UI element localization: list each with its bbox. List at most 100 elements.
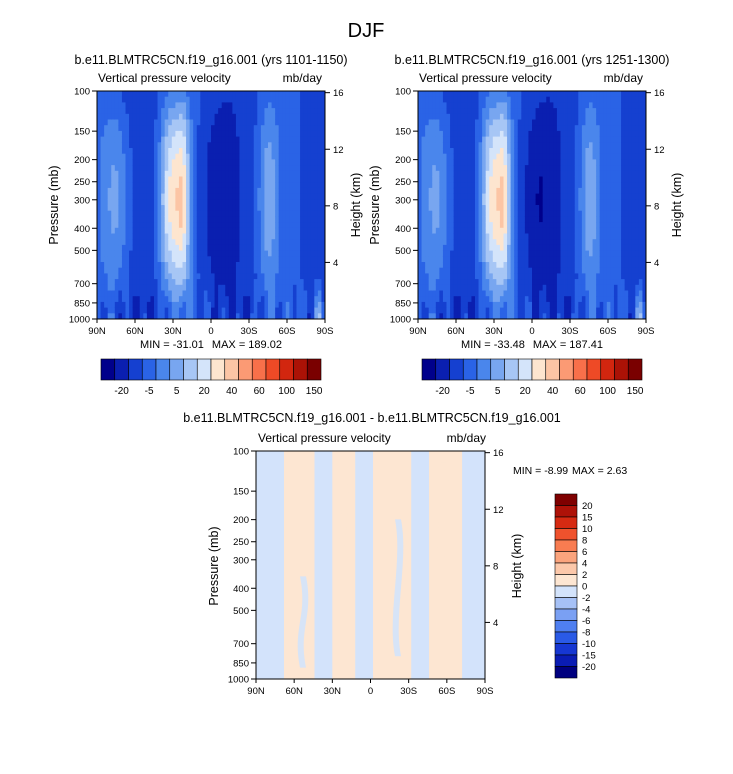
field-cell [571,159,576,166]
field-cell [428,182,433,189]
field-cell [517,256,522,263]
field-cell [111,284,116,291]
field-cell [524,210,529,217]
field-cell [100,182,105,189]
field-cell [278,296,283,303]
field-cell [139,102,144,109]
field-cell [150,273,155,280]
field-cell [239,244,244,251]
field-cell [257,273,262,280]
field-cell [292,222,297,229]
field-cell [485,267,490,274]
field-cell [118,102,123,109]
field-cell [235,301,240,308]
field-cell [553,284,558,291]
field-cell [574,148,579,155]
field-cell [475,148,479,155]
field-cell [428,91,433,98]
field-cell [97,262,101,269]
field-cell [168,91,173,98]
field-cell [603,216,608,223]
field-cell [157,108,162,115]
field-cell [164,91,169,98]
field-cell [211,284,215,291]
field-cell [574,307,579,314]
field-cell [104,273,109,280]
panel-left-colorbar: -20 -5 5 20 40 60 100 150 [100,358,323,397]
field-cell [193,142,198,149]
field-cell [175,125,180,132]
field-cell [264,96,269,103]
field-cell [278,148,283,155]
field-cell [467,284,472,291]
field-cell [189,262,194,269]
field-cell [146,250,151,257]
field-cell [542,182,547,189]
panel-left-y2label: Height (km) [349,173,363,238]
field-cell [118,256,123,263]
field-cell [250,222,255,229]
field-cell [218,216,223,223]
field-cell [189,210,194,217]
field-cell [442,102,447,109]
field-cell [289,296,294,303]
field-cell [139,313,144,320]
field-cell [585,96,590,103]
field-cell [182,170,187,177]
field-cell [592,91,597,98]
field-cell [121,239,126,246]
field-cell [599,239,604,246]
field-cell [303,307,308,314]
field-cell [203,210,208,217]
field-cell [104,96,109,103]
field-cell [475,119,479,126]
field-cell [606,159,611,166]
field-cell [621,290,626,297]
field-cell [228,313,233,320]
field-cell [439,284,444,291]
field-cell [271,273,276,280]
field-cell [564,313,569,320]
field-cell [578,142,583,149]
field-cell [567,159,572,166]
field-cell [606,296,611,303]
field-cell [492,142,497,149]
field-cell [107,170,112,177]
field-cell [425,113,430,120]
field-cell [268,102,272,109]
field-cell [606,108,611,115]
field-cell [243,125,248,132]
field-cell [603,267,608,274]
field-cell [510,165,515,172]
field-cell [492,125,497,132]
field-cell [510,250,515,257]
field-cell [442,170,447,177]
field-cell [418,176,422,183]
field-cell [517,125,522,132]
field-cell [143,250,148,257]
field-cell [603,290,608,297]
field-cell [489,136,494,143]
field-cell [464,142,469,149]
field-cell [132,170,137,177]
field-cell [100,301,105,308]
field-cell [425,233,430,240]
field-cell [421,267,426,274]
field-cell [257,290,262,297]
field-cell [228,216,233,223]
field-cell [613,91,618,98]
field-cell [613,96,618,103]
field-cell [307,119,312,126]
field-cell [606,250,611,257]
field-cell [310,216,315,223]
field-cell [471,187,476,194]
field-cell [211,130,215,137]
field-cell [200,296,205,303]
field-cell [178,199,183,206]
field-cell [143,262,148,269]
field-cell [485,244,490,251]
field-cell [182,176,187,183]
field-cell [275,307,280,314]
field-cell [478,187,483,194]
field-cell [457,256,462,263]
